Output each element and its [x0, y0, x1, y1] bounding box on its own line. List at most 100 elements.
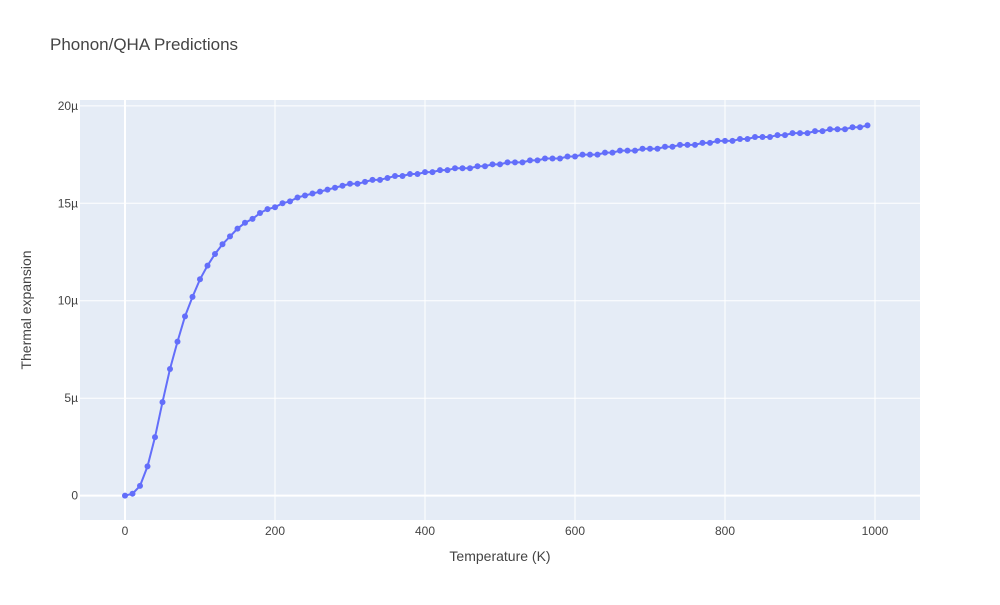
data-point — [579, 151, 586, 158]
data-point — [789, 130, 796, 137]
x-tick-label: 200 — [265, 524, 285, 538]
data-point — [782, 132, 788, 139]
data-point — [219, 241, 226, 248]
data-point — [819, 128, 826, 135]
data-point — [272, 204, 278, 211]
data-point — [857, 124, 863, 131]
data-point — [534, 157, 541, 164]
data-point — [834, 126, 841, 133]
data-point — [842, 126, 848, 133]
data-point — [429, 169, 436, 176]
data-point — [354, 180, 361, 187]
data-point — [497, 161, 503, 168]
data-point — [182, 313, 188, 320]
data-point — [482, 163, 488, 170]
zero-line — [80, 100, 920, 520]
data-point — [557, 155, 563, 162]
data-point — [414, 171, 421, 178]
x-tick-label: 800 — [715, 524, 735, 538]
data-point — [504, 159, 511, 166]
x-tick-label: 400 — [415, 524, 435, 538]
x-tick-label: 600 — [565, 524, 585, 538]
series-line — [124, 124, 868, 497]
data-point — [849, 124, 856, 131]
plot-area — [80, 100, 920, 520]
data-point — [512, 159, 518, 166]
data-point — [459, 165, 466, 172]
data-point — [264, 206, 271, 213]
data-point — [249, 215, 256, 222]
data-point — [174, 338, 181, 345]
data-point — [144, 463, 151, 470]
y-gridlines — [80, 105, 920, 399]
data-point — [234, 225, 241, 232]
data-point — [587, 151, 593, 158]
data-point — [797, 130, 803, 137]
data-point — [309, 190, 316, 197]
data-point — [744, 135, 751, 142]
data-point — [339, 182, 346, 189]
data-point — [542, 155, 548, 162]
data-point — [189, 293, 196, 300]
data-point — [302, 192, 308, 199]
data-point — [159, 399, 166, 406]
data-point — [227, 233, 233, 240]
data-point — [519, 159, 526, 166]
data-point — [639, 145, 646, 152]
data-point — [129, 490, 136, 497]
data-point — [152, 434, 158, 441]
y-tick-label: 20µ — [58, 99, 78, 113]
data-point — [369, 176, 376, 183]
data-point — [707, 139, 713, 146]
data-point — [827, 126, 833, 133]
data-point — [122, 492, 128, 499]
data-point — [564, 153, 571, 160]
data-point — [407, 171, 413, 178]
data-point — [212, 250, 218, 257]
data-point — [377, 176, 383, 183]
chart-title: Phonon/QHA Predictions — [50, 35, 238, 54]
data-point — [197, 276, 203, 283]
x-axis-ticks: 0 200 400 600 800 1000 — [122, 524, 889, 538]
data-point — [572, 153, 578, 160]
data-point — [332, 184, 338, 191]
data-point — [647, 145, 653, 152]
data-point — [167, 365, 173, 372]
data-point — [767, 134, 773, 141]
data-point — [324, 186, 331, 193]
y-axis-ticks: 0 5µ 10µ 15µ 20µ — [58, 99, 79, 503]
x-axis-label: Temperature (K) — [449, 548, 550, 564]
data-point — [452, 165, 458, 172]
data-point — [317, 188, 323, 195]
data-point — [489, 161, 496, 168]
data-point — [422, 169, 428, 176]
data-point — [362, 178, 368, 185]
data-point — [467, 165, 473, 172]
data-point — [737, 135, 743, 142]
data-point — [699, 139, 706, 146]
data-point — [714, 137, 721, 144]
data-point — [864, 122, 871, 129]
data-point — [669, 143, 676, 150]
data-point — [624, 147, 631, 154]
data-point — [444, 167, 451, 174]
y-tick-label: 10µ — [58, 294, 78, 308]
data-point — [774, 132, 781, 139]
data-point — [812, 128, 818, 135]
data-point — [384, 174, 391, 181]
data-point — [729, 137, 736, 144]
data-point — [294, 194, 301, 201]
data-point — [549, 155, 556, 162]
data-point — [632, 147, 638, 154]
data-point — [242, 219, 248, 226]
y-tick-label: 5µ — [64, 391, 78, 405]
data-point — [602, 149, 608, 156]
data-point — [137, 482, 143, 489]
data-point — [204, 262, 211, 269]
data-point — [609, 149, 616, 156]
data-point — [347, 180, 353, 187]
data-point — [759, 134, 766, 141]
y-tick-label: 0 — [71, 489, 78, 503]
data-point — [257, 210, 263, 217]
